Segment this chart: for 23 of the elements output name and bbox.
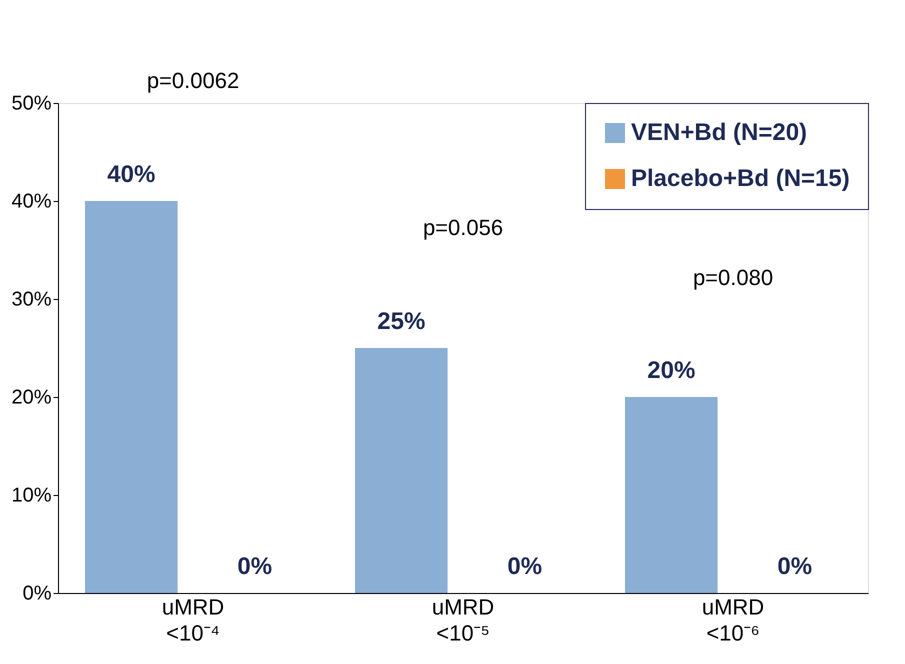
text: 0% — [237, 553, 272, 580]
y-tick-label: 30% — [11, 288, 52, 310]
bar — [85, 201, 178, 593]
x-tick-label: uMRD <10⁻⁵ — [432, 594, 494, 646]
text: 25% — [377, 308, 426, 335]
annotation: p=0.056 — [422, 215, 504, 240]
annotation: p=0.080 — [692, 265, 774, 290]
y-tick-label: 50% — [11, 92, 52, 114]
bar — [355, 348, 448, 593]
y-tick-label: 20% — [11, 386, 52, 408]
legend-label: Placebo+Bd (N=15) — [631, 165, 850, 192]
legend-label: VEN+Bd (N=20) — [631, 119, 808, 146]
text: 0% — [507, 553, 542, 580]
x-tick-label: uMRD <10⁻⁶ — [702, 594, 764, 646]
y-tick-label: 40% — [11, 190, 52, 212]
y-tick-label: 10% — [11, 484, 52, 506]
x-tick-label: uMRD <10⁻⁴ — [162, 594, 224, 646]
text: p=0.0062 — [146, 68, 240, 93]
y-tick-label: 0% — [22, 582, 52, 604]
text: 0% — [777, 553, 812, 580]
text: 40% — [107, 161, 156, 188]
text: 20% — [647, 357, 696, 384]
bar — [625, 397, 718, 593]
